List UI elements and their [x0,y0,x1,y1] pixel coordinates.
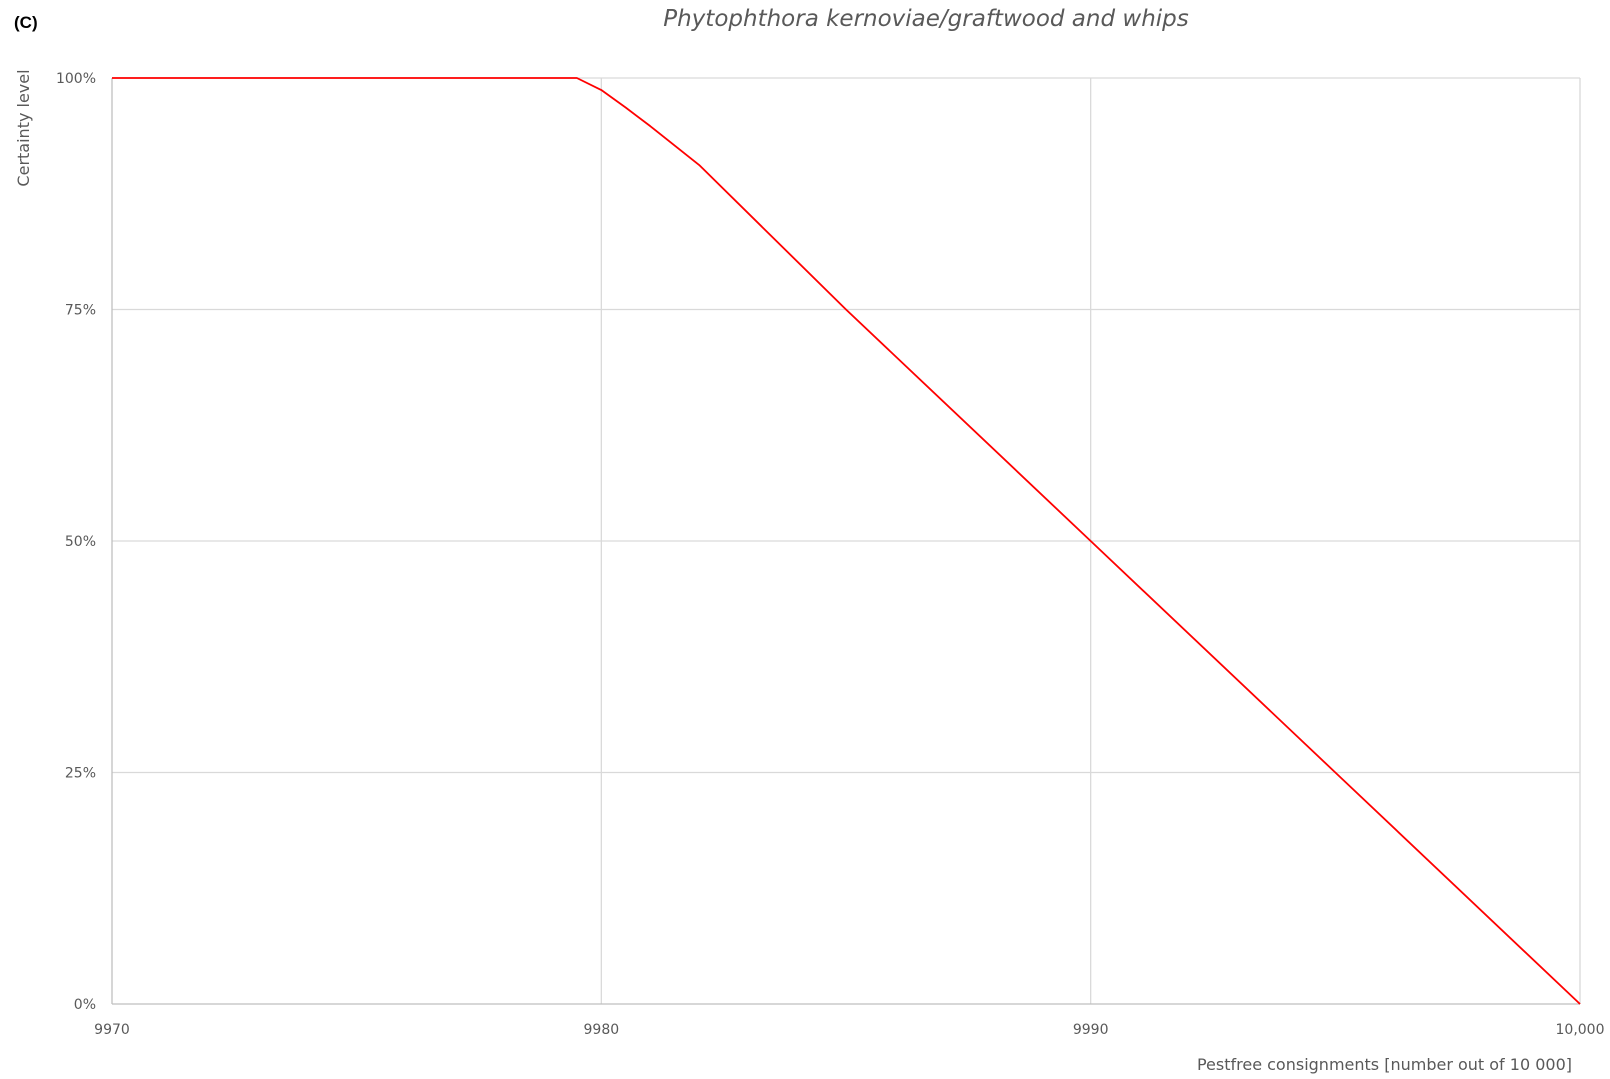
y-axis-label: Certainty level [14,69,33,186]
series-layer [112,77,1581,1005]
x-tick-label: 9980 [584,1022,620,1038]
x-tick-label: 10,000 [1556,1022,1605,1038]
y-tick-label: 25% [65,766,96,782]
x-tick-label: 9970 [94,1022,130,1038]
y-tick-label: 100% [56,71,96,87]
tick-labels: 0% 25% 50% 75% 100% 9970 9980 9990 10,000 [56,71,1605,1038]
axes [111,78,1580,1005]
y-tick-label: 0% [74,997,96,1013]
y-tick-label: 75% [65,303,96,319]
chart-title: Phytophthora kernoviae/graftwood and whi… [663,6,1189,32]
grid-lines [112,77,1581,1004]
x-tick-label: 9990 [1073,1022,1109,1038]
x-axis-label: Pestfree consignments [number out of 10 … [1197,1055,1572,1074]
y-tick-label: 50% [65,534,96,550]
panel-label: (C) [14,13,38,32]
series-line [112,77,1581,1005]
